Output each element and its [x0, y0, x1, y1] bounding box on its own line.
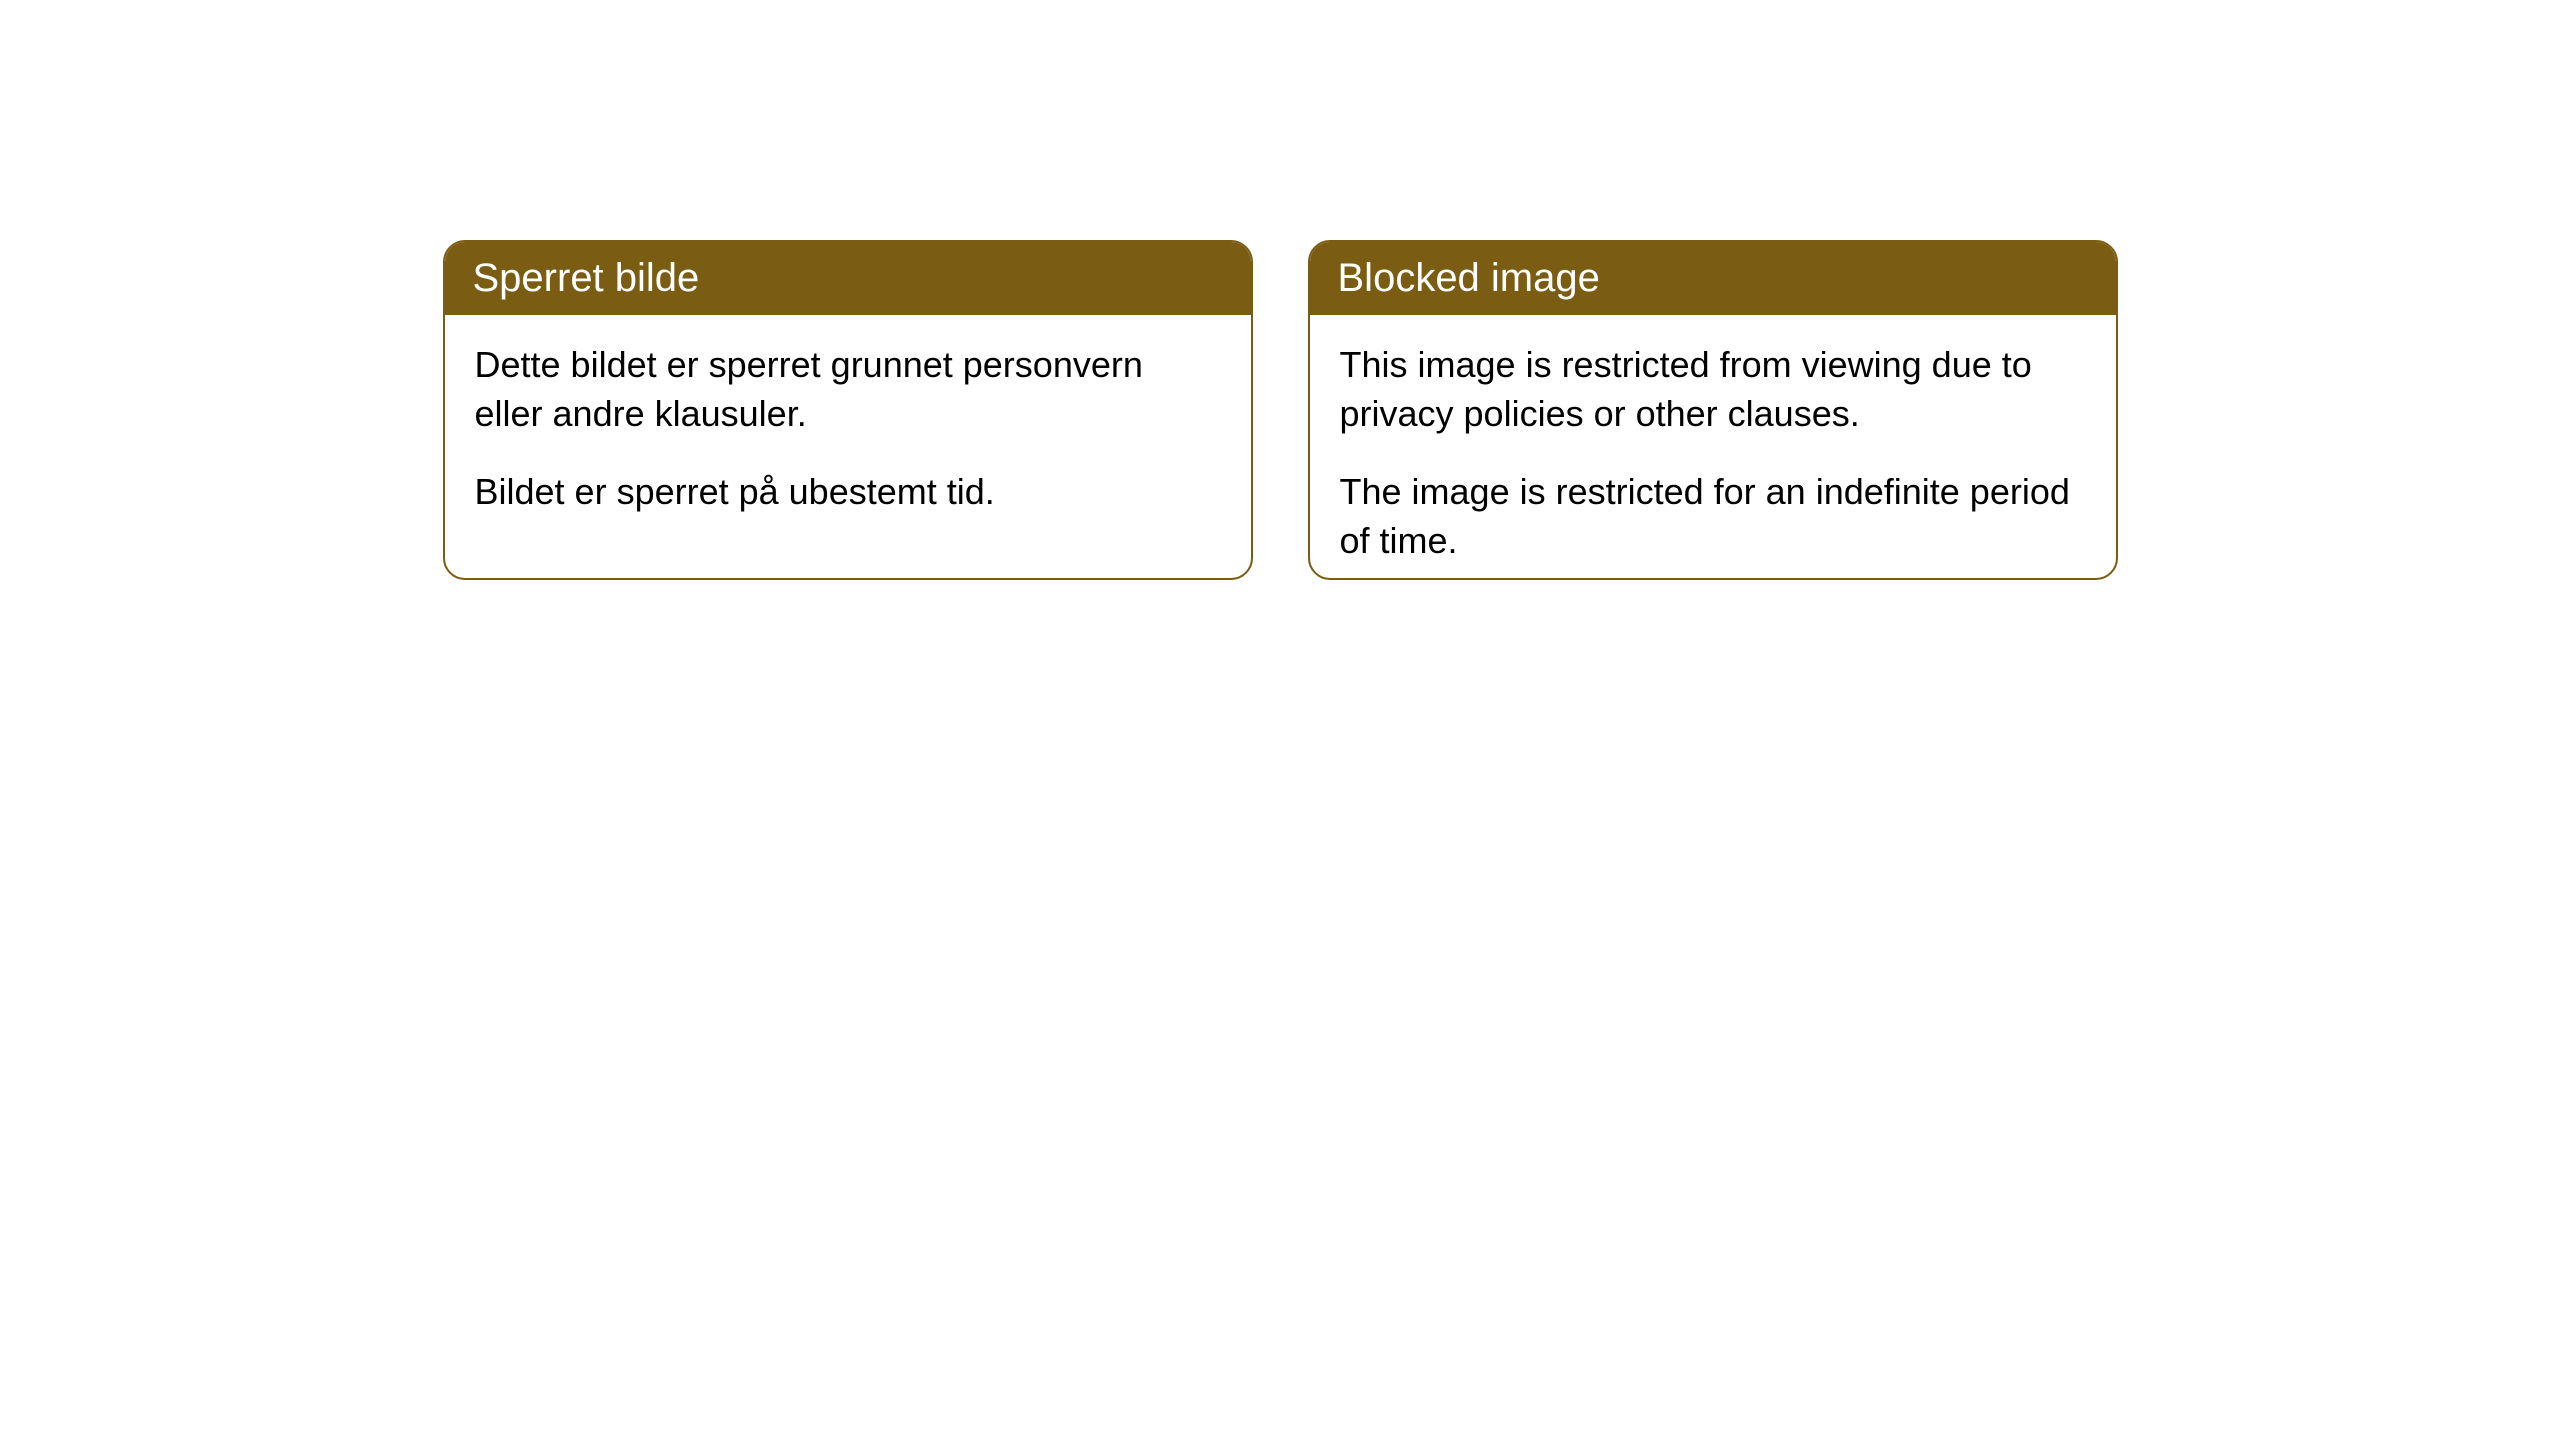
card-paragraph-1-norwegian: Dette bildet er sperret grunnet personve… [475, 341, 1221, 438]
card-title-english: Blocked image [1310, 242, 2116, 315]
card-body-norwegian: Dette bildet er sperret grunnet personve… [445, 315, 1251, 543]
card-title-norwegian: Sperret bilde [445, 242, 1251, 315]
card-paragraph-2-english: The image is restricted for an indefinit… [1340, 468, 2086, 565]
blocked-image-card-english: Blocked image This image is restricted f… [1308, 240, 2118, 580]
card-body-english: This image is restricted from viewing du… [1310, 315, 2116, 580]
blocked-image-card-norwegian: Sperret bilde Dette bildet er sperret gr… [443, 240, 1253, 580]
cards-container: Sperret bilde Dette bildet er sperret gr… [443, 240, 2118, 1440]
card-paragraph-2-norwegian: Bildet er sperret på ubestemt tid. [475, 468, 1221, 517]
card-paragraph-1-english: This image is restricted from viewing du… [1340, 341, 2086, 438]
